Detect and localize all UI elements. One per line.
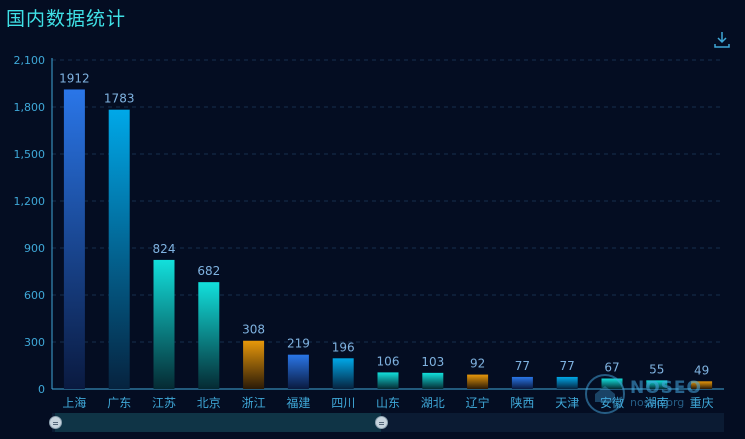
x-tick-label: 陕西 [510, 395, 534, 410]
watermark-url: noseo.org [630, 396, 685, 409]
y-tick-label: 1,200 [14, 195, 46, 208]
data-label: 49 [694, 363, 709, 377]
x-tick-label: 辽宁 [466, 395, 490, 410]
x-tick-label: 福建 [286, 395, 310, 410]
bar [467, 374, 489, 389]
y-tick-label: 600 [24, 289, 45, 302]
y-tick-label: 300 [24, 336, 45, 349]
data-label: 219 [287, 337, 310, 351]
x-tick-label: 广东 [107, 396, 131, 410]
x-tick-label: 天津 [555, 396, 579, 410]
data-label: 106 [377, 354, 400, 368]
bar [511, 376, 533, 389]
bar [287, 354, 309, 389]
x-tick-label: 江苏 [152, 396, 176, 410]
bar [198, 282, 220, 389]
datazoom-handle-start[interactable] [49, 416, 62, 429]
data-label: 92 [470, 357, 485, 371]
watermark-text: NOSEO [630, 378, 702, 398]
chart-title: 国内数据统计 [6, 8, 127, 30]
datazoom-handle-end[interactable] [375, 416, 389, 429]
x-tick-label: 重庆 [690, 396, 714, 410]
x-tick-label: 北京 [197, 396, 221, 410]
data-label: 77 [560, 359, 575, 373]
bar [108, 109, 130, 389]
x-tick-label: 湖南 [645, 395, 669, 410]
bar [646, 380, 668, 389]
data-label: 824 [153, 242, 176, 256]
data-label: 77 [515, 359, 530, 373]
bar [377, 372, 399, 389]
data-label: 67 [604, 361, 619, 375]
datazoom-selected-range[interactable] [55, 413, 382, 432]
x-tick-label: 安徽 [600, 395, 624, 410]
y-tick-label: 0 [38, 383, 45, 396]
bar [422, 372, 444, 389]
y-tick-label: 1,500 [14, 148, 46, 161]
bar [332, 358, 354, 389]
x-tick-label: 湖北 [421, 395, 445, 410]
bar [63, 89, 85, 389]
bar [601, 378, 623, 389]
bar [243, 340, 265, 389]
x-tick-label: 山东 [376, 396, 400, 410]
bar [556, 376, 578, 389]
download-icon[interactable] [712, 30, 732, 50]
y-tick-label: 1,800 [14, 101, 46, 114]
data-label: 682 [197, 264, 220, 278]
x-tick-label: 浙江 [242, 396, 266, 410]
data-label: 196 [332, 340, 355, 354]
y-tick-label: 900 [24, 242, 45, 255]
x-tick-label: 上海 [62, 395, 86, 410]
data-label: 55 [649, 362, 664, 376]
bar [691, 381, 713, 389]
bar [153, 259, 175, 389]
data-label: 1912 [59, 71, 90, 85]
data-label: 1783 [104, 92, 135, 106]
data-label: 308 [242, 323, 265, 337]
y-tick-label: 2,100 [14, 54, 46, 67]
data-label: 103 [421, 355, 444, 369]
x-tick-label: 四川 [331, 396, 355, 410]
